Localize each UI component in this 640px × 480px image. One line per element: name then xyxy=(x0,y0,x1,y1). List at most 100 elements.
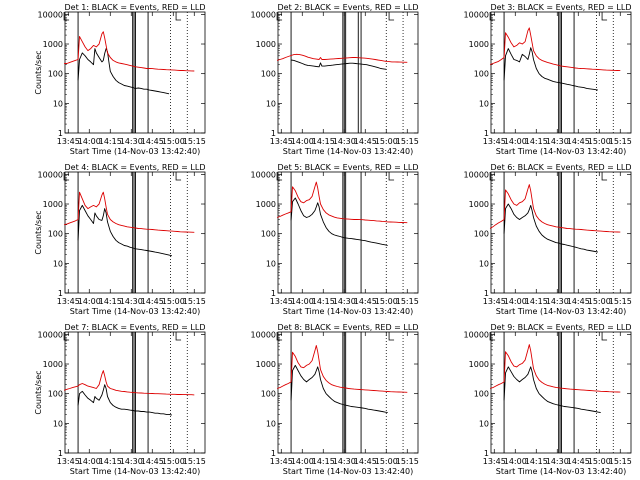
y-tick-label: 1000 xyxy=(256,200,276,209)
lld-series-line xyxy=(489,27,621,72)
x-tick-label: 15:00 xyxy=(588,137,611,146)
x-tick-label: 14:15 xyxy=(99,457,122,466)
detector-panel-5: Det 5: BLACK = Events, RED = LLD 1 10 100 10… xyxy=(251,163,419,316)
y-tick-label: 10 xyxy=(53,259,63,268)
time-marker-tab xyxy=(388,12,395,21)
lld-series-line xyxy=(276,53,408,63)
y-tick-label: 1 xyxy=(484,129,489,138)
x-tick-label: 14:00 xyxy=(78,137,101,146)
x-tick-label: 14:30 xyxy=(120,137,143,146)
time-marker-tab xyxy=(601,332,608,341)
y-tick-label: 10 xyxy=(479,419,489,428)
y-tick-label: 10000 xyxy=(251,10,276,19)
y-tick-label: 1000 xyxy=(43,40,63,49)
lld-series-line xyxy=(489,184,621,233)
x-axis-label: Start Time (14-Nov-03 13:42:40) xyxy=(70,467,200,476)
x-tick-label: 15:15 xyxy=(183,137,206,146)
events-series-line xyxy=(291,59,387,70)
time-marker-tab xyxy=(63,12,70,21)
y-tick-label: 1 xyxy=(271,129,276,138)
plot-frame xyxy=(64,331,206,454)
x-tick-label: 14:45 xyxy=(354,297,377,306)
y-tick-label: 10000 xyxy=(464,170,489,179)
time-marker-tab xyxy=(601,12,608,21)
x-tick-label: 14:45 xyxy=(354,137,377,146)
x-tick-label: 15:15 xyxy=(609,137,632,146)
x-tick-label: 14:00 xyxy=(78,457,101,466)
x-tick-label: 13:45 xyxy=(483,457,506,466)
y-axis-label: Counts/sec xyxy=(34,210,43,254)
time-marker-tab xyxy=(175,172,182,181)
detector-panel-8: Det 8: BLACK = Events, RED = LLD 1 10 100 10… xyxy=(251,323,419,476)
plot-frame xyxy=(64,171,206,294)
x-tick-label: 14:45 xyxy=(567,457,590,466)
panel-title: Det 5: BLACK = Events, RED = LLD xyxy=(278,163,419,172)
x-tick-label: 14:30 xyxy=(120,457,143,466)
panel-title: Det 6: BLACK = Events, RED = LLD xyxy=(491,163,632,172)
detector-panel-2: Det 2: BLACK = Events, RED = LLD 1 10 100 10… xyxy=(251,3,419,156)
detector-panel-6: Det 6: BLACK = Events, RED = LLD 1 10 100 10… xyxy=(464,163,632,316)
x-tick-label: 13:45 xyxy=(483,297,506,306)
time-marker-tab xyxy=(63,172,70,181)
x-tick-label: 14:00 xyxy=(291,457,314,466)
x-axis-label: Start Time (14-Nov-03 13:42:40) xyxy=(70,147,200,156)
lld-series-line xyxy=(276,181,408,224)
time-marker-tab xyxy=(276,172,283,181)
plot-frame xyxy=(64,11,206,134)
y-tick-label: 1000 xyxy=(469,40,489,49)
x-tick-label: 15:00 xyxy=(162,137,185,146)
y-tick-label: 1 xyxy=(58,449,63,458)
lld-series-line xyxy=(489,344,621,393)
x-tick-label: 14:45 xyxy=(354,457,377,466)
plot-frame xyxy=(277,11,419,134)
time-marker-tab xyxy=(175,12,182,21)
y-tick-label: 1 xyxy=(484,289,489,298)
y-tick-label: 1000 xyxy=(256,360,276,369)
y-tick-label: 10 xyxy=(479,99,489,108)
x-tick-label: 15:00 xyxy=(162,457,185,466)
x-tick-label: 13:45 xyxy=(483,137,506,146)
y-tick-label: 10000 xyxy=(464,10,489,19)
x-axis-label: Start Time (14-Nov-03 13:42:40) xyxy=(496,467,626,476)
x-tick-label: 13:45 xyxy=(270,457,293,466)
x-tick-label: 15:00 xyxy=(375,137,398,146)
y-axis-label: Counts/sec xyxy=(34,50,43,94)
x-axis-label: Start Time (14-Nov-03 13:42:40) xyxy=(283,467,413,476)
x-tick-label: 15:00 xyxy=(375,457,398,466)
y-tick-label: 1000 xyxy=(43,360,63,369)
x-tick-label: 15:15 xyxy=(609,457,632,466)
y-tick-label: 1000 xyxy=(469,200,489,209)
y-tick-label: 100 xyxy=(48,70,63,79)
detector-panel-9: Det 9: BLACK = Events, RED = LLD 1 10 100 10… xyxy=(464,323,632,476)
time-marker-tab xyxy=(388,172,395,181)
y-tick-label: 100 xyxy=(48,230,63,239)
x-tick-label: 15:00 xyxy=(588,457,611,466)
plot-frame xyxy=(490,171,632,294)
time-marker-tab xyxy=(175,332,182,341)
x-tick-label: 14:15 xyxy=(312,457,335,466)
y-tick-label: 10 xyxy=(266,259,276,268)
events-series-line xyxy=(77,48,170,95)
time-marker-tab xyxy=(489,12,496,21)
x-tick-label: 14:30 xyxy=(333,457,356,466)
panel-title: Det 8: BLACK = Events, RED = LLD xyxy=(278,323,419,332)
x-tick-label: 15:15 xyxy=(396,457,419,466)
lld-series-line xyxy=(276,345,408,393)
y-axis-label: Counts/sec xyxy=(34,370,43,414)
x-tick-label: 14:15 xyxy=(312,297,335,306)
plot-frame xyxy=(277,331,419,454)
x-tick-label: 15:15 xyxy=(183,457,206,466)
y-tick-label: 10000 xyxy=(38,330,63,339)
x-axis-label: Start Time (14-Nov-03 13:42:40) xyxy=(496,147,626,156)
events-series-line xyxy=(77,384,173,416)
x-tick-label: 15:00 xyxy=(162,297,185,306)
time-marker-tab xyxy=(276,332,283,341)
y-tick-label: 10000 xyxy=(251,330,276,339)
y-tick-label: 1000 xyxy=(256,40,276,49)
lld-series-line xyxy=(64,31,195,72)
x-tick-label: 13:45 xyxy=(270,137,293,146)
y-tick-label: 10000 xyxy=(464,330,489,339)
panel-title: Det 7: BLACK = Events, RED = LLD xyxy=(65,323,206,332)
x-tick-label: 14:15 xyxy=(99,137,122,146)
